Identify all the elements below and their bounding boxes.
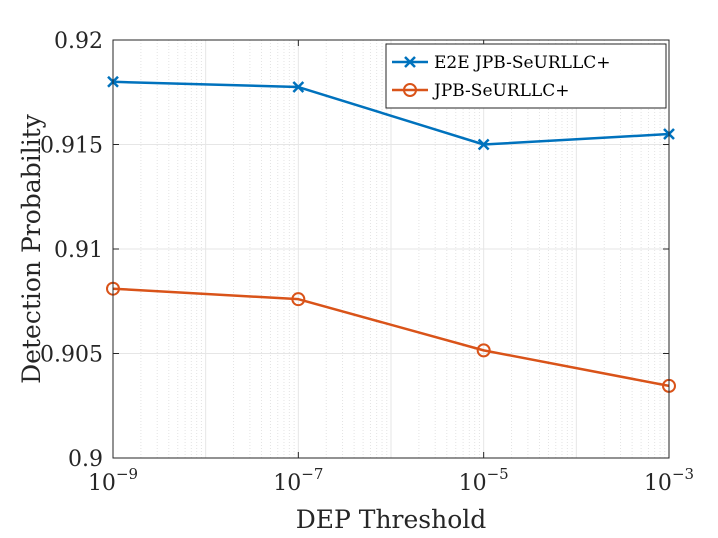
x-axis-label: DEP Threshold (296, 505, 487, 534)
y-tick-label: 0.9 (68, 447, 103, 472)
x-tick-label: 10−3 (644, 465, 694, 496)
legend-box (385, 43, 667, 109)
x-tick-label: 10−7 (273, 465, 323, 496)
legend-label: JPB-SeURLLC+ (432, 81, 569, 101)
data-point-circle (291, 292, 306, 307)
legend-label: E2E JPB-SeURLLC+ (434, 53, 611, 73)
series-line (112, 287, 670, 388)
x-tick-label: 10−5 (459, 465, 509, 496)
legend-item: JPB-SeURLLC+ (392, 81, 569, 101)
legend-marker-x (404, 56, 416, 68)
data-point-x (477, 138, 490, 151)
legend-marker-circle (403, 83, 417, 97)
y-tick-label: 0.905 (40, 343, 103, 368)
series-layer (106, 75, 676, 393)
x-axis-ticks: 10−9 10−7 10−5 10−3 (88, 40, 694, 496)
x-tick-label: 10−9 (88, 465, 138, 496)
data-point-x (292, 81, 305, 93)
y-tick-label: 0.91 (54, 238, 103, 263)
legend-item: E2E JPB-SeURLLC+ (392, 53, 611, 73)
y-tick-label: 0.915 (40, 134, 103, 159)
y-axis-label: Detection Probability (17, 113, 46, 384)
series-line (112, 80, 670, 146)
y-tick-label: 0.92 (54, 29, 103, 54)
y-axis-ticks: 0.9 0.905 0.91 0.915 0.92 (40, 29, 669, 472)
series-1 (106, 281, 676, 393)
legend: E2E JPB-SeURLLC+ JPB-SeURLLC+ (385, 43, 667, 109)
data-point-circle (476, 343, 491, 358)
